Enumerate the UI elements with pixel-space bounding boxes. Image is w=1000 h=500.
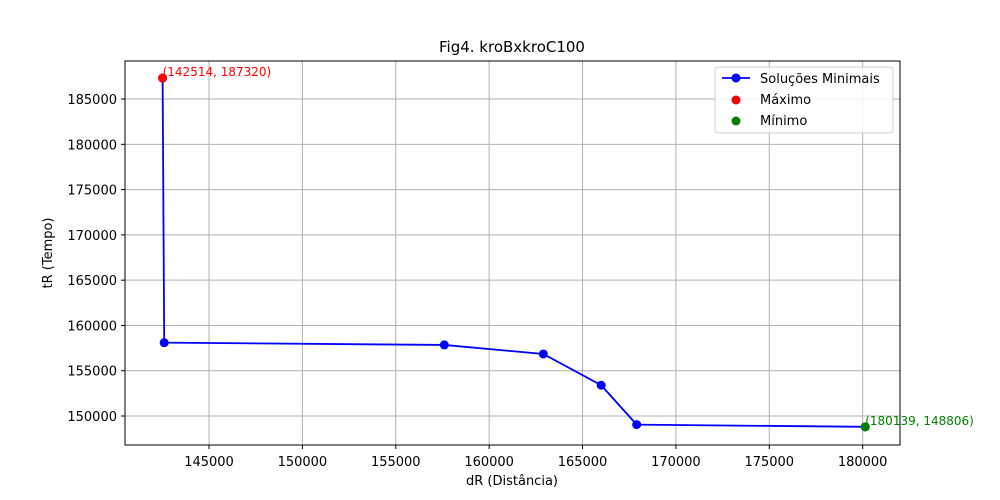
legend-label-minimal: Soluções Minimais <box>760 72 880 87</box>
legend-marker-minimal <box>731 73 741 83</box>
y-tick-label: 180000 <box>67 138 117 153</box>
legend-marker-minimum <box>731 116 741 126</box>
y-tick-label: 175000 <box>67 184 117 199</box>
x-axis-label: dR (Distância) <box>466 474 558 489</box>
y-axis-label: tR (Tempo) <box>41 217 56 288</box>
x-tick-label: 165000 <box>558 455 608 470</box>
data-point-minimal <box>632 420 642 430</box>
data-point-minimal <box>439 340 449 350</box>
minimum-point <box>860 422 870 432</box>
x-tick-label: 155000 <box>371 455 421 470</box>
y-tick-label: 160000 <box>67 319 117 334</box>
y-tick-label: 150000 <box>67 410 117 425</box>
y-axis-ticks: 150000 155000 160000 165000 170000 175000 1800… <box>67 93 125 425</box>
y-tick-label: 170000 <box>67 229 117 244</box>
data-point-minimal <box>159 338 169 348</box>
legend-label-minimum: Mínimo <box>760 114 807 129</box>
maximum-point <box>158 73 168 83</box>
x-axis-ticks: 145000 150000 155000 160000 165000 170000 1750… <box>184 445 887 470</box>
x-tick-label: 150000 <box>278 455 328 470</box>
x-tick-label: 175000 <box>744 455 794 470</box>
annotations: (142514, 187320) (180139, 148806) <box>158 65 974 432</box>
data-point-minimal <box>538 349 548 359</box>
y-tick-label: 155000 <box>67 365 117 380</box>
x-tick-label: 170000 <box>651 455 701 470</box>
x-tick-label: 145000 <box>184 455 234 470</box>
y-tick-label: 165000 <box>67 274 117 289</box>
legend-box <box>714 66 894 134</box>
x-tick-label: 160000 <box>464 455 514 470</box>
plot-frame <box>124 60 901 446</box>
legend-label-maximum: Máximo <box>760 93 811 108</box>
maximum-annotation: (142514, 187320) <box>163 65 272 79</box>
x-tick-label: 180000 <box>838 455 888 470</box>
minimum-annotation: (180139, 148806) <box>865 414 974 428</box>
legend: Soluções Minimais Máximo Mínimo <box>714 66 894 134</box>
legend-marker-maximum <box>731 95 741 105</box>
chart-title: Fig4. kroBxkroC100 <box>439 38 585 56</box>
y-tick-label: 185000 <box>67 93 117 108</box>
data-point-minimal <box>596 380 606 390</box>
